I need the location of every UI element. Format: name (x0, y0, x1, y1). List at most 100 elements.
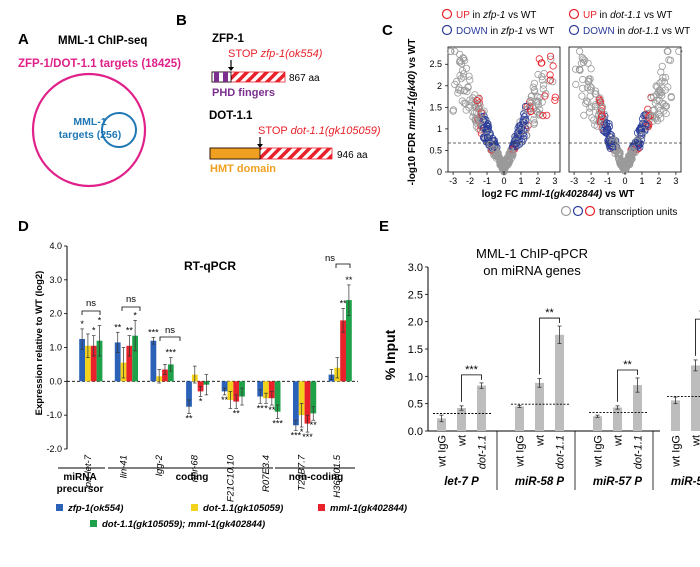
rtqpcr-category-label: H36N01.5 (332, 454, 343, 497)
volcano-outlier-point (655, 86, 664, 94)
chipqpcr-bar (593, 416, 602, 431)
volcano-x-tick-label: 3 (673, 176, 678, 186)
volcano-point (538, 76, 546, 84)
rtqpcr-y-tick-label: 0.0 (49, 376, 62, 386)
chipqpcr-bars: wt IgG wt dot-1.1 *** let-7 P wt IgG wt dot-1.1… (433, 307, 700, 490)
footer-down-marker (572, 205, 584, 217)
volcano-outlier-point (667, 93, 675, 101)
panel-a-letter: A (18, 31, 29, 48)
volcano-outlier-point (660, 78, 669, 86)
volcano-outlier-point (549, 62, 557, 70)
volcano-outlier-point (538, 59, 546, 67)
dot11-protein-name: DOT-1.1 (209, 110, 253, 122)
volcano-point (575, 65, 584, 74)
rtqpcr-y-label: Expression relative to WT (log2) (34, 271, 45, 416)
rtqpcr-bar (346, 300, 352, 382)
rtqpcr-y-tick-label: 4.0 (49, 241, 62, 251)
volcano-point (597, 112, 606, 121)
volcano-point (583, 84, 592, 92)
volcano-point (663, 47, 671, 55)
volcano-point (603, 119, 611, 127)
volcano-point (579, 55, 587, 63)
volcano-outlier-point (657, 114, 665, 122)
volcano-point (530, 120, 538, 128)
volcano-point (535, 111, 543, 119)
volcano-point (484, 134, 492, 142)
rtqpcr-bar (167, 364, 174, 382)
rtqpcr-bar (298, 381, 305, 416)
rtqpcr-significance: ** (233, 408, 241, 418)
chipqpcr-bar-label: wt IgG (671, 435, 683, 468)
rtqpcr-bar (150, 340, 157, 382)
volcano-point (639, 119, 647, 127)
volcano-point (596, 94, 604, 102)
ns-bracket-h36 (335, 263, 351, 268)
rtqpcr-bar (221, 381, 228, 392)
volcano-outlier-point (546, 71, 554, 79)
panel-e-letter: E (379, 218, 389, 235)
volcano-outlier-point (551, 96, 559, 104)
legend-label: dot-1.1(gk105059) (203, 503, 283, 514)
volcano-point (482, 125, 491, 133)
volcano-point (666, 56, 675, 64)
volcano-outlier-point (585, 108, 594, 116)
volcano-outlier-point (661, 74, 670, 82)
volcano-point (498, 163, 506, 171)
volcano-point (647, 113, 655, 121)
rtqpcr-y-tick-label: 3.0 (49, 275, 62, 285)
volcano-outlier-point (541, 92, 549, 100)
rtqpcr-bar (90, 345, 97, 382)
volcano-point (586, 86, 594, 94)
chipqpcr-bar (633, 385, 642, 431)
legend-up-dot11: UP in dot-1.1 vs WT (583, 10, 672, 21)
volcano-x-tick-label: 3 (552, 176, 557, 186)
phd-finger-2 (223, 72, 228, 82)
zfp1-protein-name: ZFP-1 (212, 33, 245, 45)
volcano-point (527, 99, 535, 108)
rtqpcr-significance: ** (257, 403, 265, 413)
rtqpcr-bar (340, 320, 346, 382)
legend-down-zfp1-marker (441, 24, 453, 36)
panel-c-letter: C (382, 22, 393, 39)
rtqpcr-significance: *** (272, 419, 283, 429)
rtqpcr-bars: ***** ************ ****** * ****************… (79, 275, 353, 442)
rtqpcr-bar (79, 339, 85, 382)
volcano-x-tick-label: -1 (604, 176, 612, 186)
volcano-outlier-point (580, 111, 588, 119)
volcano-outlier-point (578, 92, 586, 100)
chipqpcr-bar (457, 408, 466, 431)
mml1-targets-label-2: targets (256) (59, 129, 121, 141)
rtqpcr-bar (304, 381, 311, 424)
rtqpcr-y-tick-label: -1.0 (46, 410, 62, 420)
volcano-point (478, 117, 486, 125)
chipqpcr-bar-label: wt (613, 435, 625, 447)
chipqpcr-sig-bracket (695, 318, 700, 356)
chipqpcr-significance: *** (465, 364, 479, 376)
volcano-point (484, 125, 492, 133)
rtqpcr-bar (126, 345, 133, 382)
volcano-point (652, 113, 660, 121)
volcano-y-ticks: 0 0.5 1 1.5 2 2.5 (429, 59, 448, 177)
rtqpcr-category-label: lgg-2 (154, 454, 165, 476)
volcano-outlier-point (551, 93, 559, 101)
chipqpcr-title-1: MML-1 ChIP-qPCR (476, 246, 588, 261)
volcano-x-tick-label: 0 (622, 176, 627, 186)
volcano-y-tick-label: 0 (437, 167, 442, 177)
volcano-outlier-point (458, 97, 466, 105)
volcano-point (522, 124, 530, 132)
volcano-outlier-point (546, 52, 555, 60)
volcano-outlier-point (662, 109, 670, 118)
volcano-point (530, 116, 538, 124)
volcano-point (644, 113, 653, 121)
rtqpcr-bar (132, 335, 138, 382)
chipqpcr-y-tick-label: 1.0 (408, 371, 423, 383)
volcano-x-ticks: -3 -2 -1 0 1 2 3 -3 -2 -1 0 1 2 3 (449, 172, 678, 186)
volcano-point (582, 99, 590, 107)
volcano-point (465, 103, 473, 112)
volcano-x-label: log2 FC mml-1(gk402844) vs WT (482, 189, 635, 200)
volcano-outlier-point (543, 111, 551, 119)
volcano-point (534, 97, 542, 106)
volcano-point (539, 85, 547, 93)
chipqpcr-bar (437, 418, 446, 431)
volcano-point (495, 153, 503, 161)
